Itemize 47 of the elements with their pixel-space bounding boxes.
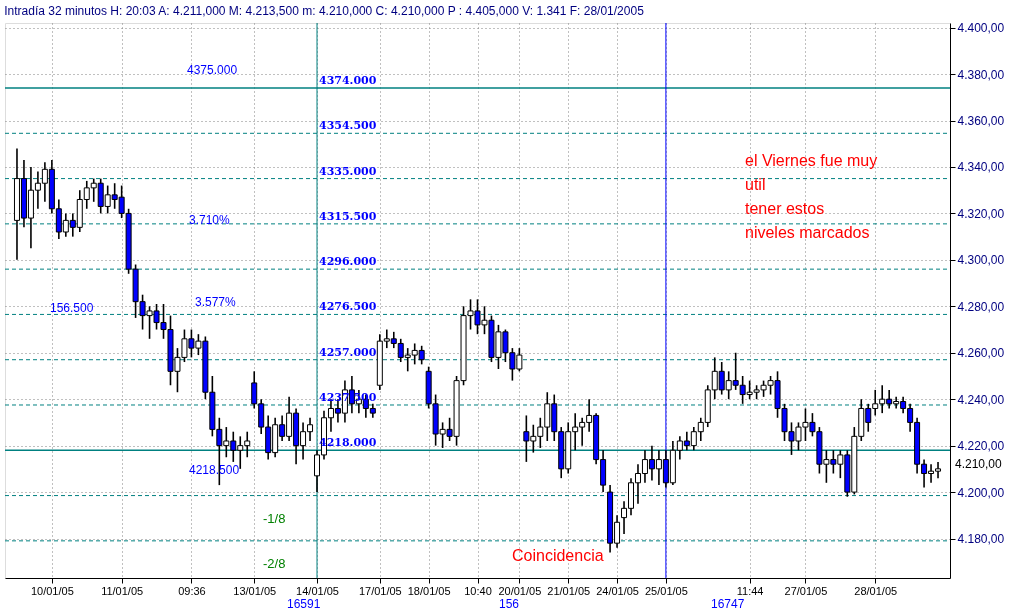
y-tick-label: 4.280,00 (957, 299, 1005, 314)
ref-line-label: 4354.500 (319, 119, 377, 133)
y-tick-label: 4.240,00 (957, 392, 1005, 407)
x-tick-label: 14/01/05 (296, 584, 339, 597)
ref-line-label: 4296.000 (319, 255, 377, 269)
y-tick-label: 4.360,00 (957, 114, 1005, 129)
annotation: 3.710% (189, 213, 231, 227)
text: 16747 (711, 597, 745, 611)
y-tick-label: 4.300,00 (957, 253, 1005, 268)
annotation: 156.500 (50, 301, 94, 315)
annotation: 3.577% (195, 295, 237, 309)
x-tick-label: 25/01/05 (644, 584, 688, 597)
x-tick-label: 13/01/05 (233, 584, 277, 597)
ref-line-label: 4276.500 (319, 300, 377, 314)
ref-line-label: 4335.000 (319, 164, 377, 178)
annotation: el Viernes fue muy util tener estos niveles marcados (745, 152, 878, 241)
annotation: -2/8 (263, 556, 286, 571)
y-tick-label: 4.380,00 (957, 67, 1005, 82)
annotation: Coincidencia (512, 547, 604, 564)
y-tick-label: 4.200,00 (957, 485, 1005, 500)
ref-line-label: 4374.000 (319, 74, 377, 88)
x-tick-label: 11/01/05 (101, 584, 144, 597)
x-tick-label: 27/01/05 (784, 584, 828, 597)
ref-line-label: 4257.000 (319, 345, 377, 359)
x-tick-label: 17/01/05 (358, 584, 402, 597)
y-tick-label: 4.320,00 (957, 206, 1005, 221)
text: 4.210,00 (955, 457, 1003, 471)
x-tick-label: 28/01/05 (854, 584, 898, 597)
y-tick-label: 4.340,00 (957, 160, 1005, 175)
x-tick-label: 09:36 (178, 584, 206, 597)
annotation: 4375.000 (187, 63, 238, 77)
text: 156 (499, 597, 520, 611)
y-tick-label: 4.180,00 (957, 532, 1005, 547)
x-tick-label: 10:40 (464, 584, 492, 597)
y-tick-label: 4.260,00 (957, 346, 1005, 361)
y-tick-label: 4.400,00 (957, 21, 1005, 36)
x-tick-label: 21/01/05 (547, 584, 591, 597)
y-tick-label: 4.220,00 (957, 439, 1005, 454)
x-tick-label: 20/01/05 (498, 584, 542, 597)
annotation: -1/8 (263, 511, 286, 526)
x-tick-label: 11:44 (736, 584, 764, 597)
ref-line-label: 4315.500 (319, 209, 377, 223)
x-tick-label: 10/01/05 (30, 584, 74, 597)
x-tick-label: 24/01/05 (596, 584, 639, 597)
text: 16591 (287, 597, 321, 611)
chart-title: Intradía 32 minutos H: 20:03 A: 4.211,000 M: 4.213,500 m: 4.210,000 C: 4.210,000 P : 4.405,000 V: 1.341 F: 28/01/2005 (4, 3, 645, 18)
x-tick-label: 18/01/05 (407, 584, 451, 597)
